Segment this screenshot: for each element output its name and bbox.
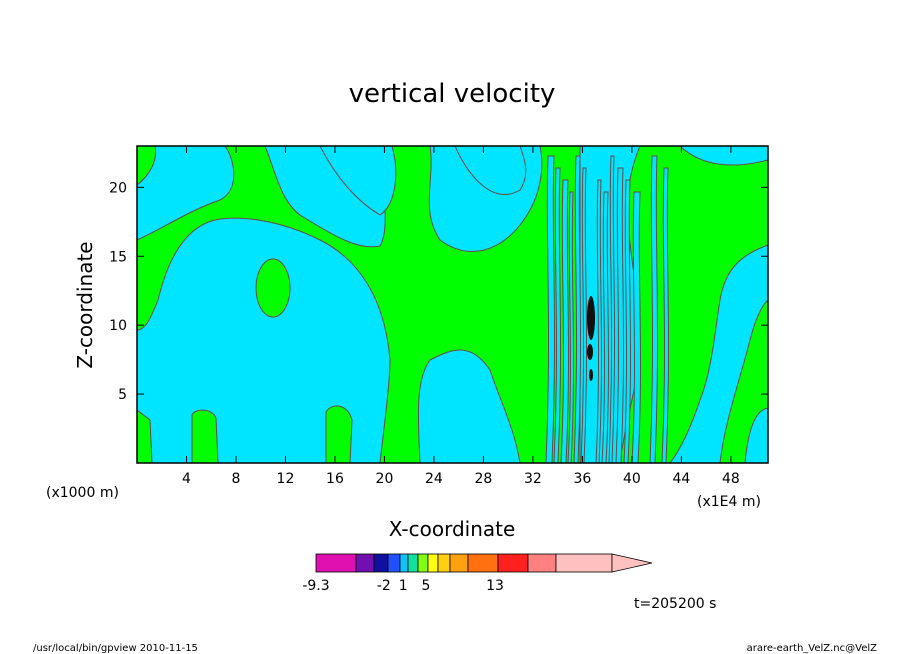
colorbar-label: 5 xyxy=(422,578,431,594)
positive-region xyxy=(137,409,153,463)
x-unit-left: (x1000 m) xyxy=(46,485,119,501)
colorbar: -9.3 -2 1 5 13 xyxy=(302,553,653,594)
colorbar-swatch xyxy=(399,553,409,573)
negative-streak xyxy=(553,167,562,463)
positive-region xyxy=(191,409,219,463)
colorbar-swatch xyxy=(497,553,529,573)
x-tick-label: 44 xyxy=(672,471,690,487)
negative-streak xyxy=(454,146,527,195)
time-label: t=205200 s xyxy=(634,596,716,612)
colorbar-swatch xyxy=(467,553,499,573)
x-tick-label: 4 xyxy=(182,471,191,487)
colorbar-swatch xyxy=(427,553,439,573)
chart-title: vertical velocity xyxy=(349,79,556,109)
y-tick-label: 20 xyxy=(109,180,127,196)
footer-left: /usr/local/bin/gpview 2010-11-15 xyxy=(33,643,198,654)
negative-streak xyxy=(601,191,610,463)
negative-streak xyxy=(608,155,616,463)
y-tick-label: 5 xyxy=(118,387,127,403)
x-tick-label: 12 xyxy=(277,471,295,487)
negative-streak xyxy=(649,155,659,463)
x-tick-label: 24 xyxy=(425,471,443,487)
negative-streak xyxy=(567,191,575,463)
x-tick-label: 16 xyxy=(326,471,344,487)
negative-streak xyxy=(560,179,570,463)
negative-streak xyxy=(595,179,603,463)
negative-streak xyxy=(580,167,588,463)
positive-region xyxy=(137,146,581,463)
colorbar-swatch xyxy=(449,553,469,573)
x-tick-label: 32 xyxy=(524,471,542,487)
positive-region xyxy=(255,258,291,318)
strong-updraft-core xyxy=(587,296,595,381)
negative-streak xyxy=(615,167,625,463)
colorbar-label: 13 xyxy=(486,578,504,594)
core-blob xyxy=(587,344,593,360)
colorbar-label: -2 xyxy=(377,578,391,594)
colorbar-swatch xyxy=(387,553,401,573)
colorbar-swatch xyxy=(437,553,451,573)
x-tick-label: 36 xyxy=(573,471,591,487)
x-tick-label: 40 xyxy=(623,471,641,487)
x-tick-label: 48 xyxy=(722,471,740,487)
plot-area xyxy=(137,146,768,463)
colorbar-label: -9.3 xyxy=(302,578,329,594)
x-ticks: 4 8 12 16 20 24 28 32 36 40 44 48 xyxy=(182,146,740,487)
negative-streak xyxy=(545,155,556,463)
negative-streak xyxy=(661,167,670,463)
negative-streak xyxy=(319,146,397,216)
positive-region xyxy=(325,405,353,463)
positive-region xyxy=(719,299,768,463)
colorbar-swatch xyxy=(407,553,419,573)
negative-streak xyxy=(631,191,642,463)
colorbar-swatch xyxy=(315,553,357,573)
x-tick-label: 8 xyxy=(232,471,241,487)
y-tick-label: 15 xyxy=(109,249,127,265)
y-ticks: 5 10 15 20 xyxy=(109,180,768,403)
colorbar-swatch xyxy=(355,553,375,573)
colorbar-swatch xyxy=(527,553,557,573)
x-tick-label: 28 xyxy=(475,471,493,487)
x-axis-label: X-coordinate xyxy=(389,517,516,541)
negative-velocity-streaks xyxy=(319,146,768,463)
negative-streak xyxy=(623,179,632,463)
core-blob xyxy=(589,369,593,381)
colorbar-swatch xyxy=(373,553,389,573)
negative-streak xyxy=(573,155,582,463)
colorbar-arrow xyxy=(611,553,653,573)
footer-right: arare-earth_VelZ.nc@VelZ xyxy=(747,643,878,654)
y-axis-label: Z-coordinate xyxy=(73,241,97,368)
colorbar-swatch xyxy=(417,553,429,573)
x-tick-label: 20 xyxy=(376,471,394,487)
y-tick-label: 10 xyxy=(109,318,127,334)
colorbar-swatch xyxy=(555,553,613,573)
x-unit-right: (x1E4 m) xyxy=(697,494,761,510)
plot-frame xyxy=(136,145,769,464)
colorbar-label: 1 xyxy=(399,578,408,594)
core-blob xyxy=(587,296,595,340)
